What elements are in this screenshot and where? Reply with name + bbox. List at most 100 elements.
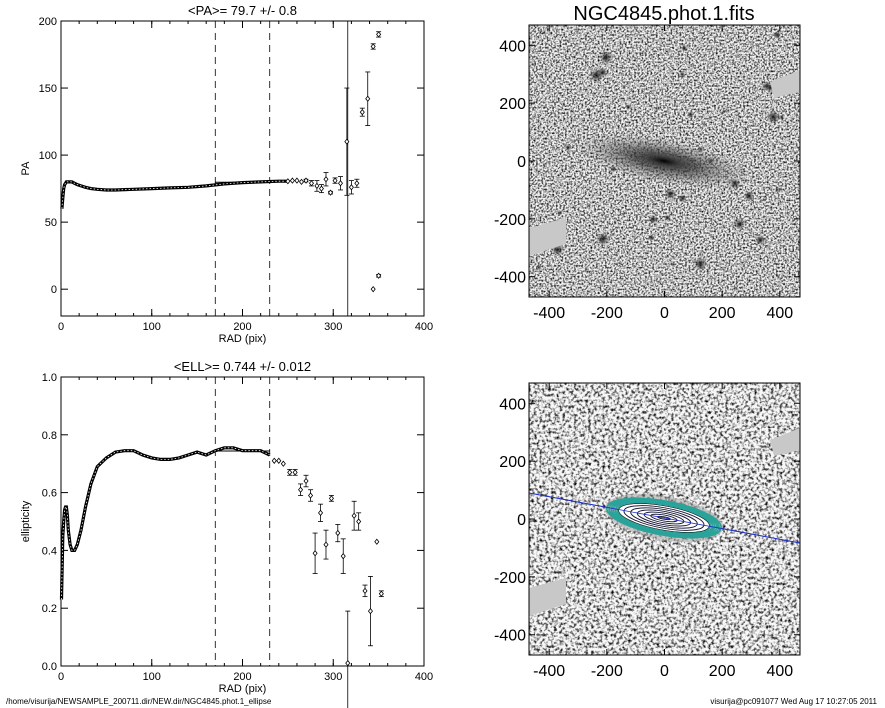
x-tick-label: 400 [766,663,793,680]
star [738,115,742,119]
star [598,49,614,65]
star [595,231,610,247]
y-tick-label: 1.0 [42,372,57,384]
y-axis-label: ellipticity [20,500,32,542]
data-point [308,492,314,499]
star [778,114,785,121]
star [617,261,621,265]
star [766,109,781,125]
data-point [303,477,309,485]
star [585,270,590,274]
data-point [351,512,357,519]
star [531,62,535,67]
y-tick-label: 100 [39,150,57,162]
data-point [356,518,362,525]
data-point [344,138,350,145]
data-point [314,182,320,190]
star [585,107,590,112]
star [754,234,766,246]
plot-frame [60,376,425,667]
y-tick-label: 0.8 [42,430,57,442]
star [625,103,632,111]
pa-plot: 0 100 200 300 400 0 50 100 150 200 <PA>= 79.7 +/- … [20,3,433,345]
star [782,274,786,278]
star [685,132,689,136]
data-point [312,550,318,557]
star [693,256,708,272]
star [570,116,573,120]
x-tick-label: 0 [660,663,669,680]
y-tick-label: 200 [499,454,526,471]
star [671,262,676,267]
data-point [378,590,384,597]
data-point [289,177,295,184]
star [540,29,543,33]
star [603,236,607,240]
data-point [323,541,329,548]
data-point [362,587,368,595]
ellipticity-plot: 0 100 200 300 400 0.0 0.2 0.4 0.6 0.8 1.0 <ELL>= 0.… [20,359,433,708]
data-point [376,31,382,38]
major-axis-line [529,492,800,544]
star [652,52,656,56]
star [714,263,718,267]
star [645,87,649,91]
star [535,264,543,271]
footer-path: /home/visurija/NEWSAMPLE_200711.dir/NEW.… [6,697,272,706]
data-point [276,457,282,464]
y-tick-label: 50 [45,217,57,229]
star [647,214,659,225]
y-tick-label: -400 [494,628,526,645]
star [663,214,671,222]
star [774,187,780,193]
data-point [370,286,376,293]
star [678,71,686,78]
data-point [294,177,300,184]
y-axis-label: PA [20,161,32,176]
data-point [303,177,309,184]
star [654,106,659,111]
y-tick-label: 200 [39,16,57,28]
x-tick-label: 100 [143,321,161,333]
data-point [308,180,314,187]
data-point [370,43,376,50]
y-tick-label: 200 [499,96,526,113]
y-tick-label: 0.6 [42,488,57,500]
data-point [292,469,298,476]
star [766,72,771,77]
x-tick-label: -200 [591,663,623,680]
data-point [367,607,373,615]
x-tick-label: 400 [415,671,433,683]
plot-title: <PA>= 79.7 +/- 0.8 [188,3,297,18]
star [551,212,555,216]
star [773,30,782,40]
plot-frame [60,20,425,317]
data-point [376,272,382,279]
data-point [280,460,286,467]
y-tick-label: 0.2 [42,603,57,615]
x-tick-label: 300 [324,321,342,333]
x-tick-label: 200 [233,321,251,333]
star [677,193,688,203]
data-point [359,109,365,116]
star [563,167,567,171]
image-title: NGC4845.phot.1.fits [573,3,754,25]
star [588,67,604,83]
star [599,220,603,223]
footer-user-date: visurija@pc091077 Wed Aug 17 10:27:05 20… [710,697,877,706]
x-tick-label: 200 [709,305,736,322]
star [732,286,737,291]
x-tick-label: -400 [533,663,565,680]
data-point [318,185,324,192]
data-point [323,176,329,183]
x-tick-label: 400 [415,321,433,333]
y-tick-label: 0 [517,154,526,171]
star [564,143,573,152]
star [776,275,781,279]
x-tick-label: 200 [233,671,251,683]
y-tick-label: -400 [494,270,526,287]
data-point [271,457,277,464]
data-point [348,184,354,191]
star [680,44,689,53]
data-point [340,553,346,560]
